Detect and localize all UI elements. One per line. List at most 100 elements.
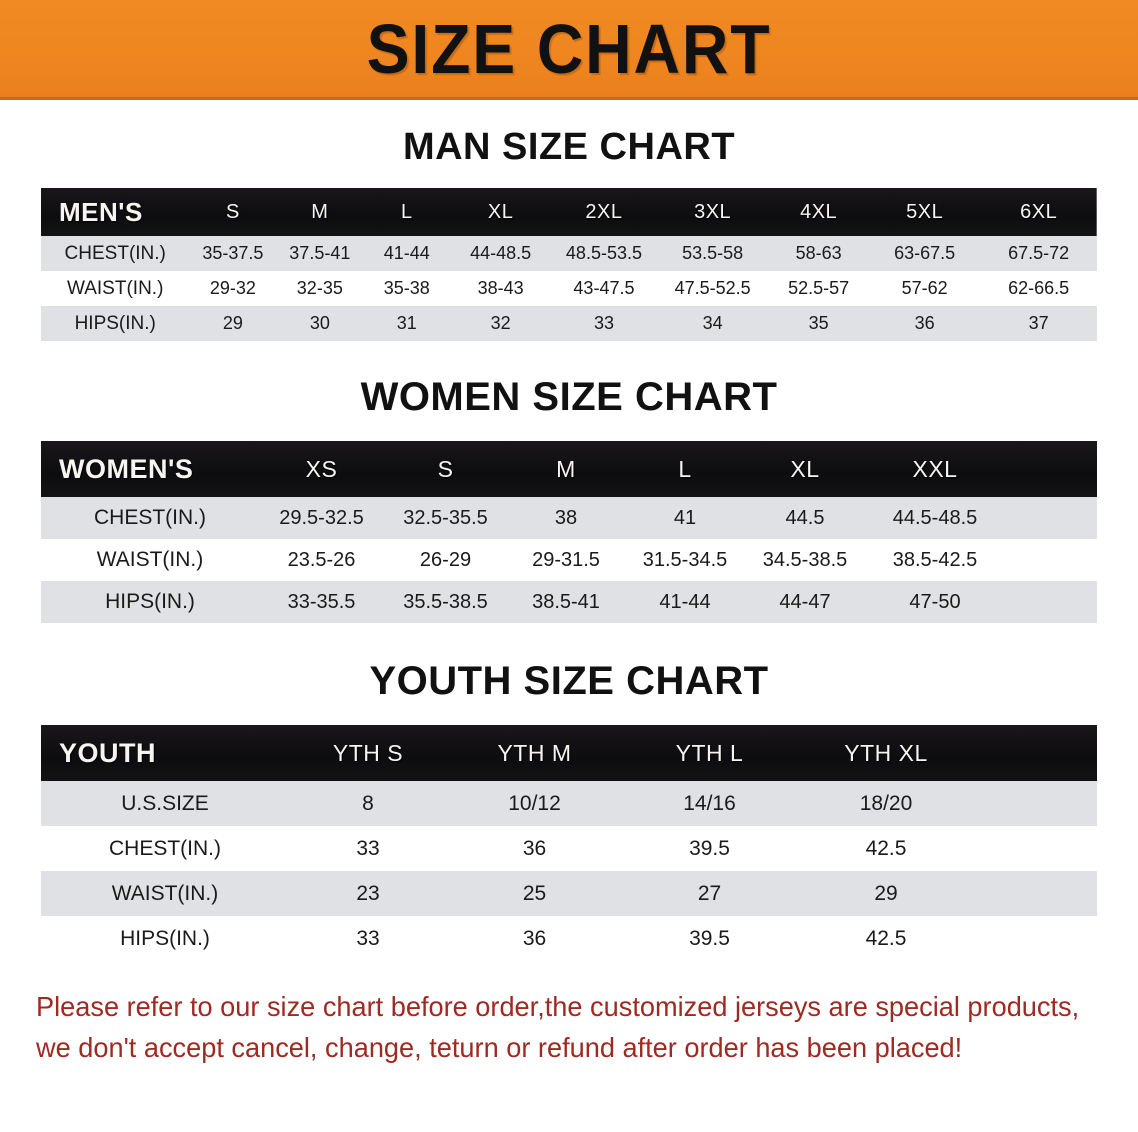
man-col-header: 2XL (585, 200, 623, 223)
table-cell: 44-47 (779, 590, 831, 613)
man-col-header: M (311, 200, 329, 223)
table-row: WAIST(IN.) 23 25 27 29 (41, 871, 1097, 916)
youth-row-label: CHEST(IN.) (109, 836, 221, 860)
table-cell: 37 (1028, 313, 1049, 333)
man-col-header: 3XL (694, 200, 732, 223)
table-cell-empty (1005, 497, 1097, 539)
table-cell: 53.5-58 (682, 243, 744, 263)
table-cell: 44.5-48.5 (892, 506, 978, 529)
table-cell: 39.5 (689, 836, 730, 860)
table-cell: 58-63 (795, 243, 842, 263)
table-cell: 10/12 (508, 791, 561, 815)
man-row-label: WAIST(IN.) (67, 277, 164, 299)
women-col-header: S (437, 455, 454, 482)
table-row: HIPS(IN.) 33 36 39.5 42.5 (41, 916, 1097, 961)
table-cell-empty (1005, 539, 1097, 581)
table-cell: 42.5 (865, 836, 907, 860)
man-table-header-row: MEN'S S M L XL 2XL 3XL 4XL 5XL 6XL (41, 188, 1097, 236)
man-col-header: 6XL (1020, 200, 1058, 223)
table-cell: 33 (356, 926, 380, 950)
table-cell: 26-29 (419, 548, 472, 571)
table-row: WAIST(IN.) 23.5-26 26-29 29-31.5 31.5-34… (41, 539, 1097, 581)
table-cell: 41-44 (659, 590, 711, 613)
table-cell: 33-35.5 (287, 590, 356, 613)
man-row-label: CHEST(IN.) (64, 242, 166, 264)
table-cell: 48.5-53.5 (565, 243, 642, 263)
table-cell: 47-50 (909, 590, 961, 613)
table-cell: 38.5-41 (532, 590, 600, 613)
table-cell: 29-31.5 (532, 548, 600, 571)
man-col-header: 5XL (906, 200, 944, 223)
table-cell: 23 (356, 881, 380, 905)
disclaimer-note: Please refer to our size chart before or… (36, 987, 1084, 1068)
table-cell-empty (1005, 581, 1097, 623)
table-cell-empty (975, 781, 1097, 826)
table-row: HIPS(IN.) 29 30 31 32 33 34 35 36 37 (41, 306, 1097, 341)
table-cell-empty (975, 826, 1097, 871)
youth-row-label: HIPS(IN.) (120, 926, 210, 950)
youth-corner-label: YOUTH (59, 737, 156, 768)
youth-col-header: YTH L (675, 739, 744, 766)
women-table-header-row: WOMEN'S XS S M L XL XXL (41, 441, 1097, 497)
man-corner-label: MEN'S (59, 196, 143, 227)
table-cell: 62-66.5 (1008, 278, 1070, 298)
table-cell: 36 (522, 926, 547, 950)
table-cell: 33 (593, 313, 614, 333)
women-row-label: CHEST(IN.) (94, 506, 206, 529)
table-cell: 41 (673, 506, 697, 529)
table-cell: 35-38 (383, 278, 430, 298)
youth-col-header: YTH S (332, 739, 404, 766)
table-cell: 34 (702, 313, 723, 333)
table-cell: 35-37.5 (202, 243, 264, 263)
banner-title: SIZE CHART (366, 9, 772, 88)
table-cell: 41-44 (383, 243, 430, 263)
table-cell: 32-35 (296, 278, 343, 298)
man-size-table: MEN'S S M L XL 2XL 3XL 4XL 5XL 6XL CHEST… (41, 188, 1097, 341)
table-cell: 23.5-26 (287, 548, 356, 571)
disclaimer-line-1: Please refer to our size chart before or… (36, 991, 1080, 1022)
man-row-label: HIPS(IN.) (74, 312, 156, 334)
women-col-header: M (556, 455, 576, 482)
disclaimer-line-2: we don't accept cancel, change, teturn o… (36, 1031, 963, 1063)
table-cell: 29.5-32.5 (279, 506, 364, 529)
women-col-header: XS (305, 455, 338, 482)
youth-col-header: YTH M (497, 739, 572, 766)
table-cell: 25 (522, 881, 547, 905)
table-cell: 31 (396, 313, 417, 333)
table-cell: 29 (222, 313, 243, 333)
women-col-header: L (678, 455, 692, 482)
table-cell: 32 (490, 313, 511, 333)
man-col-header: S (225, 200, 240, 223)
table-cell: 32.5-35.5 (403, 506, 488, 529)
table-cell-empty (975, 916, 1097, 961)
table-cell: 36 (914, 313, 935, 333)
table-cell: 38.5-42.5 (892, 548, 978, 571)
table-cell: 39.5 (689, 926, 730, 950)
table-row: CHEST(IN.) 35-37.5 37.5-41 41-44 44-48.5… (41, 236, 1097, 271)
women-row-label: WAIST(IN.) (96, 548, 204, 571)
table-cell: 27 (697, 881, 722, 905)
women-col-header: XXL (912, 455, 958, 482)
table-row: U.S.SIZE 8 10/12 14/16 18/20 (41, 781, 1097, 826)
table-cell: 47.5-52.5 (674, 278, 751, 298)
table-cell: 38 (554, 506, 578, 529)
youth-col-header-empty (975, 725, 1097, 781)
table-row: HIPS(IN.) 33-35.5 35.5-38.5 38.5-41 41-4… (41, 581, 1097, 623)
table-cell: 37.5-41 (289, 243, 351, 263)
youth-col-header: YTH XL (844, 739, 928, 766)
table-row: WAIST(IN.) 29-32 32-35 35-38 38-43 43-47… (41, 271, 1097, 306)
women-col-header: XL (790, 455, 820, 482)
man-col-header: 4XL (800, 200, 838, 223)
women-size-table: WOMEN'S XS S M L XL XXL CHEST(IN.) 29.5-… (41, 441, 1097, 623)
table-cell: 36 (522, 836, 547, 860)
table-cell: 38-43 (477, 278, 524, 298)
women-col-header-empty (1005, 441, 1097, 497)
man-col-header: L (400, 200, 413, 223)
table-cell: 14/16 (683, 791, 736, 815)
man-col-header: XL (487, 200, 514, 223)
table-cell: 34.5-38.5 (762, 548, 848, 571)
youth-row-label: U.S.SIZE (121, 791, 209, 815)
table-cell: 35 (808, 313, 829, 333)
man-section-title: MAN SIZE CHART (402, 126, 736, 168)
table-cell: 44.5 (785, 506, 825, 529)
